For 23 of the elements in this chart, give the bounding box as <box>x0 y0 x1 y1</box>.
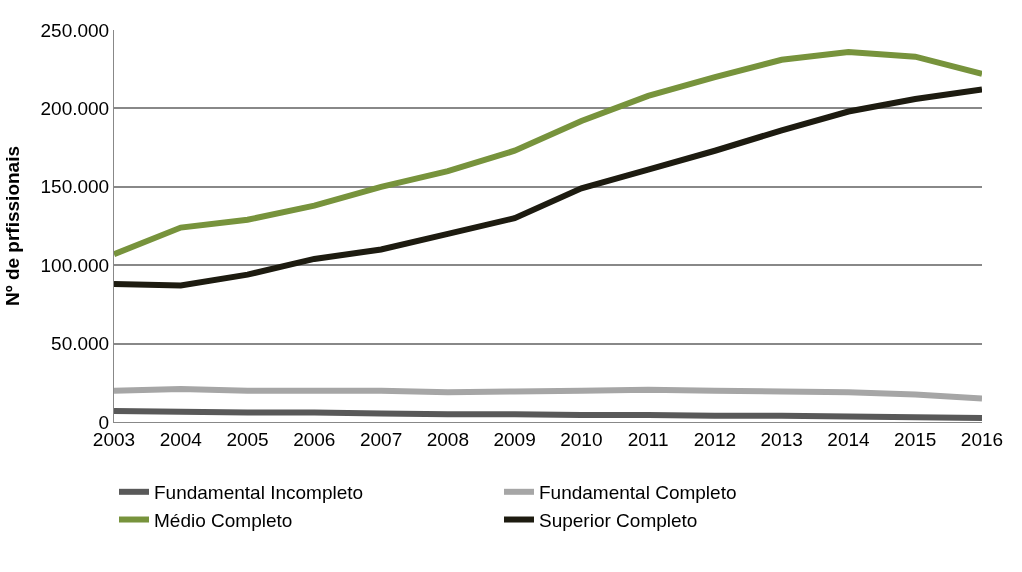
x-tick-label: 2016 <box>960 428 1004 450</box>
y-tick-label: 250.000 <box>40 19 110 41</box>
y-axis-title: Nº de prfissionais <box>2 145 24 307</box>
legend-label: Fundamental Completo <box>539 482 737 504</box>
legend-label: Médio Completo <box>154 509 293 531</box>
y-tick-label: 150.000 <box>40 176 110 198</box>
y-tick-label: 200.000 <box>40 98 110 120</box>
y-tick-label: 100.000 <box>40 254 110 276</box>
x-tick-label: 2009 <box>493 428 536 450</box>
x-tick-label: 2015 <box>894 428 937 450</box>
x-tick-label: 2006 <box>293 428 336 450</box>
x-tick-label: 2012 <box>693 428 737 450</box>
x-tick-label: 2004 <box>159 428 203 450</box>
x-tick-label: 2008 <box>426 428 469 450</box>
x-tick-label: 2005 <box>226 428 269 450</box>
legend-label: Superior Completo <box>539 509 698 531</box>
legend-label: Fundamental Incompleto <box>154 482 364 504</box>
x-tick-label: 2013 <box>760 428 803 450</box>
x-tick-label: 2010 <box>560 428 603 450</box>
x-tick-label: 2014 <box>827 428 871 450</box>
y-tick-label: 50.000 <box>51 333 110 355</box>
x-tick-label: 2011 <box>627 428 669 450</box>
x-tick-label: 2007 <box>359 428 403 450</box>
